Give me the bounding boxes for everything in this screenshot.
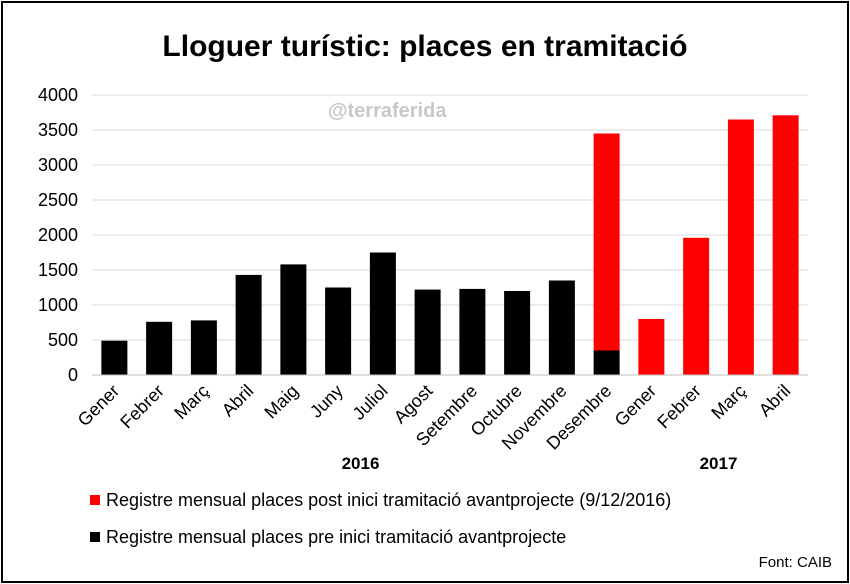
bar-pre: [280, 264, 307, 375]
y-tick-label: 2500: [38, 190, 78, 210]
legend-label-post: Registre mensual places post inici trami…: [106, 490, 672, 510]
bar-pre: [593, 350, 620, 375]
y-tick-label: 1500: [38, 260, 78, 280]
bar-post: [772, 115, 799, 376]
bar-pre: [459, 288, 486, 375]
bar-pre: [190, 320, 217, 375]
legend-item-post: Registre mensual places post inici trami…: [90, 490, 671, 511]
bar-pre: [369, 252, 396, 375]
x-tick-label: Juliol: [349, 381, 392, 424]
legend-swatch-pre: [90, 532, 100, 542]
x-tick-label: Març: [170, 381, 212, 423]
y-tick-label: 500: [48, 330, 78, 350]
bar-pre: [414, 289, 441, 375]
source-note: Font: CAIB: [759, 554, 832, 571]
bar-post: [727, 119, 754, 375]
source-value: CAIB: [796, 554, 832, 571]
y-tick-label: 2000: [38, 225, 78, 245]
watermark: @terraferida: [328, 100, 447, 122]
bar-pre: [101, 340, 128, 375]
x-tick-label: Febrer: [653, 381, 705, 433]
x-tick-label: Gener: [74, 381, 124, 431]
bar-pre: [146, 321, 173, 375]
x-tick-label: Febrer: [116, 381, 168, 433]
y-tick-label: 3500: [38, 120, 78, 140]
x-tick-label: Juny: [306, 381, 347, 422]
x-tick-label: Març: [707, 381, 749, 423]
bar-post: [683, 237, 710, 375]
legend-label-pre: Registre mensual places pre inici tramit…: [106, 527, 567, 547]
year-group-label: 2016: [342, 454, 380, 473]
legend-swatch-post: [90, 495, 100, 505]
y-tick-label: 4000: [38, 85, 78, 105]
bar-pre: [325, 287, 352, 375]
bar-post: [593, 133, 620, 351]
bar-post: [638, 319, 665, 375]
x-tick-label: Abril: [218, 381, 258, 421]
y-tick-label: 3000: [38, 155, 78, 175]
y-tick-label: 0: [68, 365, 78, 385]
x-tick-label: Gener: [611, 381, 661, 431]
chart-title: Lloguer turístic: places en tramitació: [162, 30, 688, 63]
bar-pre: [235, 274, 262, 375]
y-tick-label: 1000: [38, 295, 78, 315]
year-group-label: 2017: [700, 454, 738, 473]
x-tick-label: Maig: [260, 381, 302, 423]
legend-item-pre: Registre mensual places pre inici tramit…: [90, 527, 566, 548]
bar-pre: [548, 280, 575, 375]
x-tick-label: Abril: [755, 381, 795, 421]
source-label: Font:: [758, 554, 793, 571]
bar-pre: [504, 291, 531, 375]
